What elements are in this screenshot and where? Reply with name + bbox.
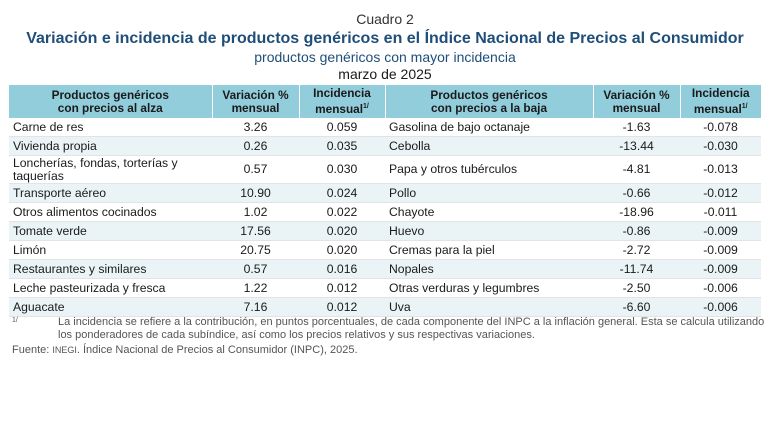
footnote-mark: 1/ [12, 317, 18, 324]
down-incidence: -0.078 [680, 118, 761, 137]
col-header-up-products: Productos genéricos con precios al alza [9, 85, 213, 118]
col-header-up-incidence: Incidencia mensual1/ [299, 85, 386, 118]
col-header-down-products: Productos genéricos con precios a la baja [385, 85, 594, 118]
down-incidence: -0.012 [680, 183, 761, 203]
table-row: Restaurantes y similares 0.57 0.016 Nopa… [9, 259, 761, 279]
up-product-name: Transporte aéreo [9, 183, 212, 203]
up-variation: 17.56 [212, 221, 299, 241]
down-incidence: -0.013 [680, 155, 761, 184]
up-variation: 10.90 [212, 183, 299, 203]
col-header-up-variation: Variación % mensual [212, 85, 300, 118]
down-product-name: Chayote [385, 202, 593, 222]
down-variation: -1.63 [593, 118, 680, 137]
down-product-name: Pollo [385, 183, 593, 203]
down-variation: -11.74 [593, 259, 680, 279]
table-subtitle: productos genéricos con mayor incidencia [254, 49, 516, 65]
up-variation: 0.57 [212, 155, 299, 184]
up-variation: 0.26 [212, 136, 299, 156]
table-row: Aguacate 7.16 0.012 Uva -6.60 -0.006 [9, 297, 761, 317]
up-incidence: 0.016 [299, 259, 385, 279]
source-label: Fuente: [12, 344, 50, 356]
table-row: Transporte aéreo 10.90 0.024 Pollo -0.66… [9, 183, 761, 203]
up-product-name: Otros alimentos cocinados [9, 202, 212, 222]
up-product-name: Aguacate [9, 297, 212, 317]
down-incidence: -0.030 [680, 136, 761, 156]
down-product-name: Papa y otros tubérculos [385, 155, 593, 184]
down-variation: -0.86 [593, 221, 680, 241]
down-incidence: -0.011 [680, 202, 761, 222]
up-variation: 0.57 [212, 259, 299, 279]
up-product-name: Vivienda propia [9, 136, 212, 156]
down-incidence: -0.009 [680, 240, 761, 260]
up-product-name: Carne de res [9, 118, 212, 137]
down-product-name: Gasolina de bajo octanaje [385, 118, 593, 137]
footnote-text: La incidencia se refiere a la contribuci… [58, 316, 765, 341]
up-product-name: Loncherías, fondas, torterías y taquería… [9, 155, 212, 184]
table-row: Vivienda propia 0.26 0.035 Cebolla -13.4… [9, 136, 761, 156]
table-row: Leche pasteurizada y fresca 1.22 0.012 O… [9, 278, 761, 298]
col-header-down-incidence: Incidencia mensual1/ [680, 85, 761, 118]
up-variation: 7.16 [212, 297, 299, 317]
up-incidence: 0.012 [299, 297, 385, 317]
up-product-name: Limón [9, 240, 212, 260]
source-note: Fuente: INEGI. Índice Nacional de Precio… [12, 344, 358, 356]
down-product-name: Otras verduras y legumbres [385, 278, 593, 298]
up-incidence: 0.059 [299, 118, 385, 137]
up-incidence: 0.022 [299, 202, 385, 222]
table-row: Otros alimentos cocinados 1.02 0.022 Cha… [9, 202, 761, 222]
down-variation: -4.81 [593, 155, 680, 184]
down-variation: -2.72 [593, 240, 680, 260]
source-org: INEGI [52, 345, 77, 355]
down-variation: -6.60 [593, 297, 680, 317]
down-product-name: Uva [385, 297, 593, 317]
up-variation: 20.75 [212, 240, 299, 260]
down-product-name: Nopales [385, 259, 593, 279]
down-incidence: -0.006 [680, 297, 761, 317]
up-incidence: 0.030 [299, 155, 385, 184]
down-product-name: Cremas para la piel [385, 240, 593, 260]
table-row: Loncherías, fondas, torterías y taquería… [9, 155, 761, 184]
table-date: marzo de 2025 [338, 66, 432, 82]
up-variation: 1.02 [212, 202, 299, 222]
up-incidence: 0.024 [299, 183, 385, 203]
up-incidence: 0.035 [299, 136, 385, 156]
table-row: Carne de res 3.26 0.059 Gasolina de bajo… [9, 118, 761, 137]
table-row: Tomate verde 17.56 0.020 Huevo -0.86 -0.… [9, 221, 761, 241]
down-variation: -18.96 [593, 202, 680, 222]
down-incidence: -0.009 [680, 221, 761, 241]
table-number: Cuadro 2 [356, 11, 414, 27]
table-title: Variación e incidencia de productos gené… [26, 30, 744, 47]
up-incidence: 0.012 [299, 278, 385, 298]
footnote: 1/ La incidencia se refiere a la contrib… [12, 316, 767, 342]
up-incidence: 0.020 [299, 221, 385, 241]
incidence-table: Productos genéricos con precios al alza V… [9, 85, 761, 317]
up-variation: 1.22 [212, 278, 299, 298]
up-product-name: Restaurantes y similares [9, 259, 212, 279]
table-row: Limón 20.75 0.020 Cremas para la piel -2… [9, 240, 761, 260]
down-incidence: -0.006 [680, 278, 761, 298]
up-variation: 3.26 [212, 118, 299, 137]
up-product-name: Tomate verde [9, 221, 212, 241]
table-header-row: Productos genéricos con precios al alza V… [9, 85, 761, 118]
down-variation: -0.66 [593, 183, 680, 203]
col-header-down-variation: Variación % mensual [593, 85, 681, 118]
source-text: . Índice Nacional de Precios al Consumid… [76, 344, 358, 356]
down-incidence: -0.009 [680, 259, 761, 279]
down-variation: -13.44 [593, 136, 680, 156]
down-product-name: Cebolla [385, 136, 593, 156]
up-product-name: Leche pasteurizada y fresca [9, 278, 212, 298]
up-incidence: 0.020 [299, 240, 385, 260]
down-variation: -2.50 [593, 278, 680, 298]
down-product-name: Huevo [385, 221, 593, 241]
